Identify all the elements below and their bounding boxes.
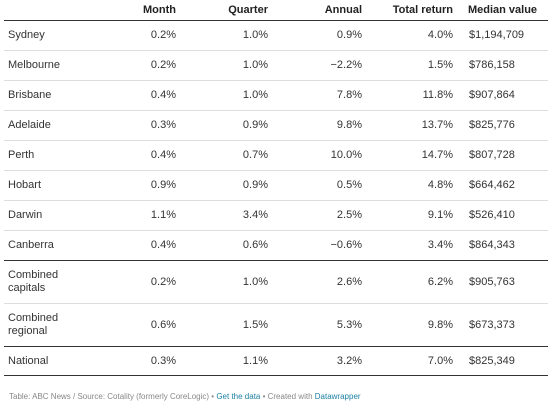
quarter-cell: 1.5%	[180, 303, 272, 347]
quarter-cell: 3.4%	[180, 200, 272, 231]
total-return-cell: 7.0%	[366, 346, 457, 376]
annual-cell: 2.6%	[272, 260, 366, 304]
property-growth-table: Month Quarter Annual Total return Median…	[4, 0, 548, 376]
column-header-quarter[interactable]: Quarter	[180, 0, 272, 21]
city-cell: Perth	[4, 140, 104, 171]
quarter-cell: 0.9%	[180, 110, 272, 141]
table-footer: Table: ABC News / Source: Cotality (form…	[9, 392, 361, 401]
total-return-cell: 4.0%	[366, 20, 457, 51]
city-cell: Darwin	[4, 200, 104, 231]
datawrapper-link[interactable]: Datawrapper	[314, 392, 361, 401]
median-value-cell: $786,158	[457, 50, 548, 81]
column-header-median-value[interactable]: Median value	[457, 0, 548, 21]
table-row: Perth 0.4% 0.7% 10.0% 14.7% $807,728	[4, 140, 548, 171]
annual-cell: 0.9%	[272, 20, 366, 51]
city-name-line: capitals	[8, 282, 46, 294]
table-row: National 0.3% 1.1% 3.2% 7.0% $825,349	[4, 346, 548, 376]
quarter-cell: 1.0%	[180, 20, 272, 51]
table-row: Hobart 0.9% 0.9% 0.5% 4.8% $664,462	[4, 170, 548, 201]
median-value-cell: $526,410	[457, 200, 548, 231]
quarter-cell: 1.0%	[180, 50, 272, 81]
month-cell: 0.2%	[104, 50, 180, 81]
header-row: Month Quarter Annual Total return Median…	[4, 0, 548, 21]
table-row: Combined regional 0.6% 1.5% 5.3% 9.8% $6…	[4, 303, 548, 347]
column-header-total-return[interactable]: Total return	[366, 0, 457, 21]
total-return-cell: 3.4%	[366, 230, 457, 261]
get-the-data-link[interactable]: Get the data	[216, 392, 261, 401]
annual-cell: 0.5%	[272, 170, 366, 201]
month-cell: 0.2%	[104, 260, 180, 304]
city-cell: National	[4, 346, 104, 376]
total-return-cell: 4.8%	[366, 170, 457, 201]
table-row: Melbourne 0.2% 1.0% −2.2% 1.5% $786,158	[4, 50, 548, 81]
total-return-cell: 14.7%	[366, 140, 457, 171]
median-value-cell: $864,343	[457, 230, 548, 261]
month-cell: 0.4%	[104, 230, 180, 261]
month-cell: 0.9%	[104, 170, 180, 201]
total-return-cell: 11.8%	[366, 80, 457, 111]
month-cell: 0.3%	[104, 110, 180, 141]
annual-cell: 10.0%	[272, 140, 366, 171]
total-return-cell: 1.5%	[366, 50, 457, 81]
month-cell: 0.6%	[104, 303, 180, 347]
annual-cell: 3.2%	[272, 346, 366, 376]
month-cell: 1.1%	[104, 200, 180, 231]
annual-cell: 2.5%	[272, 200, 366, 231]
quarter-cell: 1.0%	[180, 260, 272, 304]
column-header-annual[interactable]: Annual	[272, 0, 366, 21]
month-cell: 0.3%	[104, 346, 180, 376]
median-value-cell: $825,349	[457, 346, 548, 376]
table-row: Brisbane 0.4% 1.0% 7.8% 11.8% $907,864	[4, 80, 548, 111]
month-cell: 0.4%	[104, 80, 180, 111]
month-cell: 0.4%	[104, 140, 180, 171]
median-value-cell: $825,776	[457, 110, 548, 141]
created-with-note: • Created with	[260, 392, 315, 401]
table-row: Darwin 1.1% 3.4% 2.5% 9.1% $526,410	[4, 200, 548, 231]
total-return-cell: 9.1%	[366, 200, 457, 231]
total-return-cell: 6.2%	[366, 260, 457, 304]
median-value-cell: $807,728	[457, 140, 548, 171]
median-value-cell: $907,864	[457, 80, 548, 111]
median-value-cell: $664,462	[457, 170, 548, 201]
city-name-line: regional	[8, 325, 48, 337]
table-row: Combined capitals 0.2% 1.0% 2.6% 6.2% $9…	[4, 260, 548, 304]
quarter-cell: 0.6%	[180, 230, 272, 261]
column-header-city	[4, 0, 104, 21]
quarter-cell: 0.9%	[180, 170, 272, 201]
median-value-cell: $673,373	[457, 303, 548, 347]
annual-cell: 7.8%	[272, 80, 366, 111]
annual-cell: −2.2%	[272, 50, 366, 81]
table-row: Adelaide 0.3% 0.9% 9.8% 13.7% $825,776	[4, 110, 548, 141]
city-cell: Adelaide	[4, 110, 104, 141]
total-return-cell: 9.8%	[366, 303, 457, 347]
city-cell: Melbourne	[4, 50, 104, 81]
city-cell: Combined regional	[4, 303, 104, 347]
quarter-cell: 1.0%	[180, 80, 272, 111]
annual-cell: 9.8%	[272, 110, 366, 141]
city-cell: Brisbane	[4, 80, 104, 111]
city-cell: Combined capitals	[4, 260, 104, 304]
city-cell: Sydney	[4, 20, 104, 51]
city-name-line: Combined	[8, 312, 59, 324]
month-cell: 0.2%	[104, 20, 180, 51]
city-cell: Canberra	[4, 230, 104, 261]
quarter-cell: 1.1%	[180, 346, 272, 376]
annual-cell: 5.3%	[272, 303, 366, 347]
annual-cell: −0.6%	[272, 230, 366, 261]
table-row: Sydney 0.2% 1.0% 0.9% 4.0% $1,194,709	[4, 20, 548, 51]
quarter-cell: 0.7%	[180, 140, 272, 171]
column-header-month[interactable]: Month	[104, 0, 180, 21]
city-cell: Hobart	[4, 170, 104, 201]
city-name-line: Combined	[8, 269, 59, 281]
table-row: Canberra 0.4% 0.6% −0.6% 3.4% $864,343	[4, 230, 548, 261]
source-note: Table: ABC News / Source: Cotality (form…	[9, 392, 217, 401]
total-return-cell: 13.7%	[366, 110, 457, 141]
median-value-cell: $905,763	[457, 260, 548, 304]
median-value-cell: $1,194,709	[457, 20, 548, 51]
